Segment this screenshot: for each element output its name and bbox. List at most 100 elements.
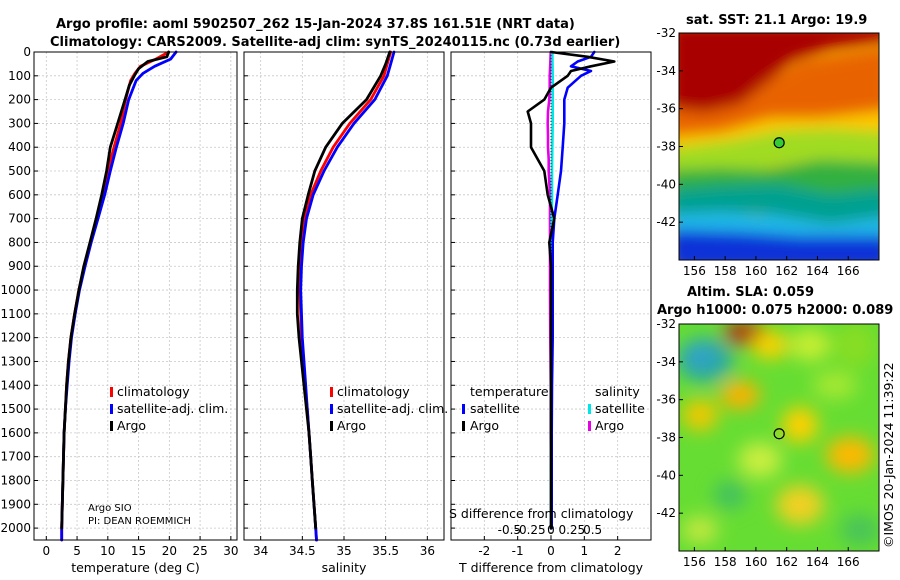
sst-xtick-label: 158 xyxy=(714,264,737,278)
depth-tick-label: 0 xyxy=(23,45,31,59)
diff-salinity-legend: salinity satellite Argo xyxy=(588,384,645,433)
temp-axes-frame xyxy=(33,51,238,541)
diff-legend-swatch-t-satellite xyxy=(462,404,465,414)
sal-legend-label-argo: Argo xyxy=(337,418,366,433)
depth-tick-label: 2000 xyxy=(0,521,31,535)
depth-tick-label: 1300 xyxy=(0,354,31,368)
temp-xtick-label: 0 xyxy=(42,544,50,558)
sst-ytick-label: -38 xyxy=(656,140,676,154)
depth-tick-label: 1800 xyxy=(0,473,31,487)
temperature-legend: climatology satellite-adj. clim. Argo xyxy=(110,384,228,433)
sal-xtick-label: 34 xyxy=(253,544,268,558)
depth-tick-label: 1400 xyxy=(0,378,31,392)
sal-xtick-label: 35 xyxy=(336,544,351,558)
diff-xtick-label: 1 xyxy=(581,544,589,558)
diff-legend-s-satellite: satellite xyxy=(595,401,645,416)
sla-xtick-label: 164 xyxy=(806,555,829,569)
sla-ytick-label: -32 xyxy=(656,317,676,331)
sla-ytick-label: -34 xyxy=(656,355,676,369)
sst-map-title: sat. SST: 21.1 Argo: 19.9 xyxy=(686,13,867,28)
sst-ytick-label: -40 xyxy=(656,177,676,191)
temp-xtick-label: 30 xyxy=(223,544,238,558)
depth-tick-label: 700 xyxy=(8,212,31,226)
sst-ytick-label: -32 xyxy=(656,26,676,40)
depth-tick-label: 1200 xyxy=(0,331,31,345)
credit-institution: Argo SIO xyxy=(88,503,132,514)
sal-xtick-label: 34.5 xyxy=(289,544,316,558)
depth-tick-label: 600 xyxy=(8,188,31,202)
sla-map-axes: 156 158 160 162 164 166 -32 -34 -36 -38 -40 -42 xyxy=(656,317,859,569)
temperature-panel: 0 5 10 15 20 25 30 temperature (deg C) 0 100 200 30… xyxy=(0,45,238,575)
difference-panel: -2 -1 0 1 2 T difference from climatology -0.5… xyxy=(450,50,652,575)
diff-xlabel: T difference from climatology xyxy=(458,560,644,575)
diff-legend-swatch-t-argo xyxy=(462,421,465,431)
diff-xtick-label: -1 xyxy=(512,544,524,558)
sst-xtick-label: 162 xyxy=(775,264,798,278)
sal-xtick-label: 36 xyxy=(420,544,435,558)
legend-label-climatology: climatology xyxy=(117,384,190,399)
sla-xtick-label: 160 xyxy=(744,555,767,569)
depth-tick-label: 500 xyxy=(8,164,31,178)
sal-xtick-label: 35.5 xyxy=(372,544,399,558)
sst-float-marker xyxy=(773,137,785,149)
diff-temperature-legend: temperature satellite Argo xyxy=(462,384,549,433)
sla-map-title-1: Altim. SLA: 0.059 xyxy=(687,285,814,300)
diff-legend-salinity-title: salinity xyxy=(595,384,640,399)
imos-credit: ©IMOS 20-Jan-2024 11:39:22 xyxy=(881,362,896,548)
sla-xtick-label: 156 xyxy=(683,555,706,569)
sla-ytick-label: -40 xyxy=(656,468,676,482)
depth-tick-label: 1600 xyxy=(0,426,31,440)
depth-tick-label: 1000 xyxy=(0,283,31,297)
temp-xtick-label: 15 xyxy=(131,544,146,558)
legend-swatch-satellite xyxy=(110,404,113,414)
series-line-sal-argo xyxy=(295,50,392,530)
sla-xtick-label: 162 xyxy=(775,555,798,569)
depth-tick-label: 400 xyxy=(8,140,31,154)
title-line-1: Argo profile: aoml 5902507_262 15-Jan-20… xyxy=(56,17,575,32)
diff-xtick-label: 2 xyxy=(614,544,622,558)
temp-xtick-label: 25 xyxy=(192,544,207,558)
sla-ytick-label: -36 xyxy=(656,393,676,407)
sal-xlabel: salinity xyxy=(322,560,367,575)
diff-legend-swatch-s-argo xyxy=(588,421,591,431)
legend-swatch-climatology xyxy=(110,387,113,397)
sal-legend-label-satellite: satellite-adj. clim. xyxy=(337,401,448,416)
sst-ytick-label: -36 xyxy=(656,102,676,116)
diff-s-tick-label: 0 xyxy=(547,523,555,537)
sla-ytick-label: -42 xyxy=(656,506,676,520)
sal-legend-swatch-argo xyxy=(330,421,333,431)
legend-label-argo: Argo xyxy=(117,418,146,433)
sal-legend-swatch-satellite xyxy=(330,404,333,414)
sla-ytick-label: -38 xyxy=(656,431,676,445)
depth-tick-label: 1500 xyxy=(0,402,31,416)
diff-s-tick-label: 0.5 xyxy=(583,523,602,537)
depth-tick-label: 100 xyxy=(8,69,31,83)
diff-legend-temperature-title: temperature xyxy=(470,384,549,399)
diff-legend-swatch-s-satellite xyxy=(588,404,591,414)
diff-s-tick-label: -0.5 xyxy=(498,523,521,537)
series-line-temp-argo xyxy=(60,50,171,530)
diff-top-axis-label: S difference from climatology xyxy=(449,506,634,521)
diff-s-tick-label: 0.25 xyxy=(558,523,585,537)
diff-xtick-label: 0 xyxy=(547,544,555,558)
depth-tick-label: 800 xyxy=(8,235,31,249)
legend-label-satellite: satellite-adj. clim. xyxy=(117,401,228,416)
sla-map-title-2: Argo h1000: 0.075 h2000: 0.089 xyxy=(657,303,893,318)
depth-tick-label: 1100 xyxy=(0,307,31,321)
sla-xtick-label: 158 xyxy=(714,555,737,569)
diff-legend-s-argo: Argo xyxy=(595,418,624,433)
temp-xtick-label: 5 xyxy=(73,544,81,558)
credit-pi: PI: DEAN ROEMMICH xyxy=(88,516,191,527)
legend-swatch-argo xyxy=(110,421,113,431)
sla-float-marker xyxy=(773,428,785,440)
temp-xlabel: temperature (deg C) xyxy=(71,560,200,575)
title-line-2: Climatology: CARS2009. Satellite-adj cli… xyxy=(50,35,620,50)
sla-map-image xyxy=(679,324,879,551)
sst-map-axes: 156 158 160 162 164 166 -32 -34 -36 -38 -40 -42 xyxy=(656,26,859,278)
sst-ytick-label: -34 xyxy=(656,64,676,78)
salinity-panel: 34 34.5 35 35.5 36 salinity xyxy=(243,50,445,575)
sst-xtick-label: 156 xyxy=(683,264,706,278)
depth-tick-label: 1900 xyxy=(0,497,31,511)
series-line-sal-climatology xyxy=(298,50,393,542)
